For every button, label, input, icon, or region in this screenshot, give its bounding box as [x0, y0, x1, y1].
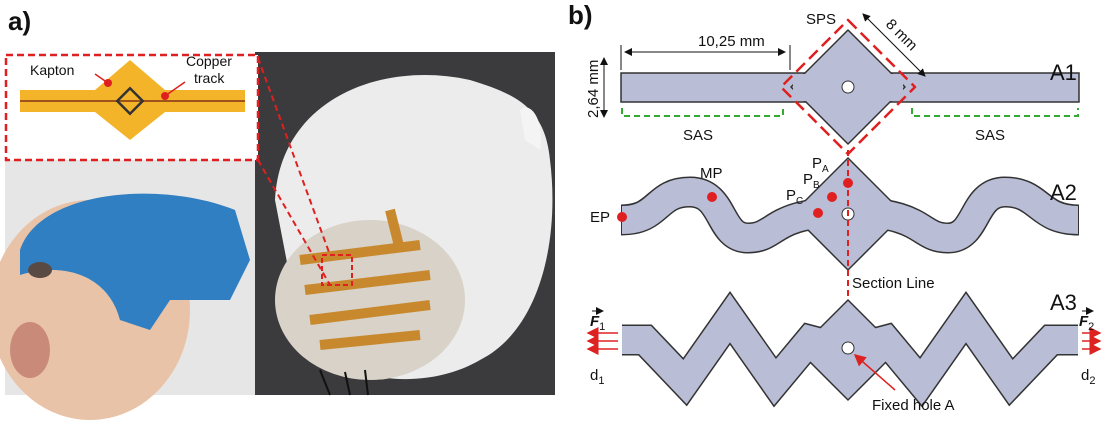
disp-sub: 2 — [1089, 375, 1095, 387]
point-label: PB — [803, 171, 820, 191]
inset-label-line: Copper — [186, 53, 232, 69]
panel-label: b) — [568, 0, 593, 30]
force-sub: 2 — [1088, 321, 1094, 333]
label: EP — [590, 209, 610, 226]
point-label: PA — [812, 155, 829, 175]
point-main: P — [803, 171, 813, 188]
a2-shape — [617, 150, 1079, 300]
figure: a) Kapton Coppertrack b) 10,25 mm 2,64 m… — [0, 0, 1102, 423]
part-name: A3 — [1050, 290, 1077, 315]
label: SAS — [975, 127, 1005, 144]
label: Section Line — [852, 275, 935, 292]
part-name: A2 — [1050, 180, 1077, 205]
point-sub: B — [813, 180, 820, 191]
part-name: A1 — [1050, 60, 1077, 85]
displacement-label: d2 — [1081, 367, 1095, 387]
point-main: P — [812, 155, 822, 172]
label: Fixed hole A — [872, 397, 955, 414]
label: SAS — [683, 127, 713, 144]
dimension: 10,25 mm — [698, 33, 765, 50]
point-sub: C — [796, 196, 803, 207]
dimension: 2,64 mm — [585, 60, 602, 118]
dimension: 8 mm — [882, 16, 921, 55]
inset-label-line: track — [194, 70, 225, 86]
panel-label: a) — [8, 6, 31, 36]
label: SPS — [806, 11, 836, 28]
a1-shape — [604, 14, 1079, 154]
label: MP — [700, 165, 723, 182]
disp-main: d — [1081, 367, 1089, 384]
photo-baby — [0, 160, 255, 420]
a3-shape — [588, 300, 1100, 400]
inset-label: Kapton — [30, 62, 74, 78]
displacement-label: d1 — [590, 367, 604, 387]
photo-helmet — [255, 52, 555, 395]
disp-main: d — [590, 367, 598, 384]
force-sub: 1 — [599, 321, 605, 333]
disp-sub: 1 — [598, 375, 604, 387]
force-label: F1 — [590, 313, 605, 333]
point-sub: A — [822, 164, 829, 175]
point-main: P — [786, 187, 796, 204]
force-label: F2 — [1079, 313, 1094, 333]
